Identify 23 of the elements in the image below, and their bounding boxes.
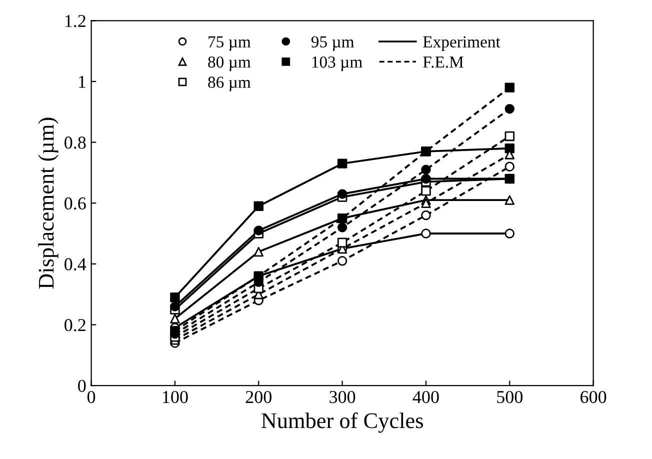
legend-label: 95 µm <box>311 36 354 51</box>
y-axis-title: Displacement (µm) <box>38 118 58 289</box>
y-tick-label: 0 <box>78 380 86 392</box>
annotation: F.E.M <box>423 56 464 68</box>
legend-label: 86 µm <box>208 76 251 92</box>
x-tick-label: 200 <box>246 390 272 404</box>
x-tick-label: 500 <box>497 390 522 404</box>
x-tick-label: 400 <box>412 390 439 404</box>
y-tick-label: 1.2 <box>65 14 86 28</box>
legend-label: 80 µm <box>208 56 251 72</box>
y-tick-label: 1 <box>78 76 86 88</box>
y-tick-label: 0.6 <box>64 197 86 210</box>
x-axis-title: Number of Cycles <box>261 412 423 433</box>
x-tick-label: 100 <box>163 390 188 404</box>
y-tick-label: 0.8 <box>64 136 86 149</box>
legend-label: 103 µm <box>312 56 362 72</box>
x-tick-label: 300 <box>330 390 356 404</box>
annotation: Experiment <box>423 36 500 51</box>
x-tick-label: 600 <box>580 390 606 404</box>
y-tick-label: 0.2 <box>64 319 86 332</box>
y-tick-label: 0.4 <box>64 258 86 270</box>
legend-label: 75 µm <box>208 36 251 51</box>
x-tick-label: 0 <box>87 390 96 404</box>
